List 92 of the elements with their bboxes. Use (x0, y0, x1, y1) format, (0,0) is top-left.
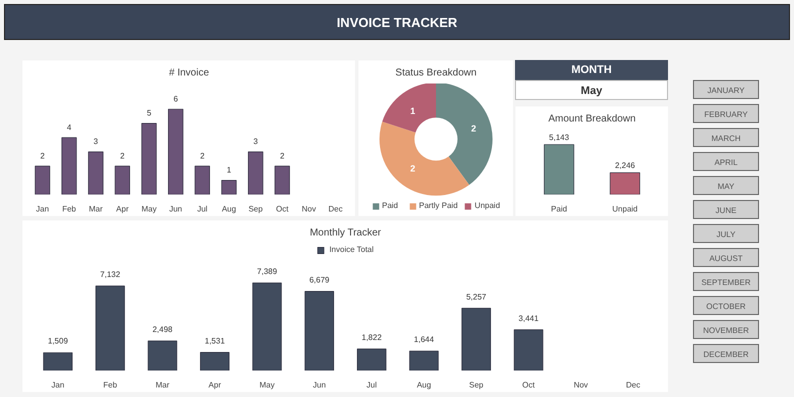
bar (221, 180, 237, 194)
x-tick-label: Jan (51, 380, 64, 390)
data-label: 2 (120, 151, 126, 160)
bar (248, 152, 264, 194)
bar (61, 137, 77, 194)
bar (141, 123, 157, 194)
x-tick-label: Sep (248, 204, 264, 214)
x-tick-label: May (141, 204, 157, 214)
text: DECEMBER (693, 344, 759, 363)
data-label: 3 (94, 137, 99, 146)
x-tick-label: Sep (469, 380, 484, 390)
text: MAY (693, 176, 759, 195)
text: SEPTEMBER (693, 272, 759, 291)
data-label: 7,132 (100, 270, 121, 280)
x-tick-label: Nov (574, 380, 588, 390)
x-tick-label: May (260, 380, 275, 390)
data-label: 3,441 (518, 314, 540, 323)
x-tick-label: Unpaid (612, 204, 638, 214)
x-tick-label: Aug (416, 380, 432, 390)
chart-title: # Invoice (168, 68, 210, 78)
x-tick-label: Jun (169, 204, 182, 214)
data-label: 1 (226, 166, 232, 174)
data-label: 2 (200, 151, 206, 160)
x-tick-label: Oct (276, 204, 290, 214)
bar (200, 352, 230, 370)
chart-title: Status Breakdown (395, 68, 477, 78)
bar (148, 340, 178, 370)
text: AUGUST (693, 248, 759, 267)
data-label: 4 (66, 122, 72, 132)
data-label: 5,143 (549, 132, 570, 142)
text: OCTOBER (693, 296, 759, 315)
x-tick-label: Mar (88, 204, 103, 214)
x-tick-label: Feb (103, 380, 118, 390)
text: APRIL (693, 152, 759, 171)
bar (168, 108, 184, 194)
bar (88, 152, 104, 194)
data-label: 2 (40, 151, 46, 160)
data-label: 3 (253, 137, 258, 146)
text: MONTH (515, 60, 668, 80)
legend-label: Invoice Total (329, 245, 374, 254)
x-tick-label: Dec (626, 380, 640, 390)
bar (252, 282, 282, 370)
chart-title: Monthly Tracker (310, 228, 382, 238)
x-tick-label: Jan (36, 204, 49, 214)
bar (514, 329, 544, 370)
text: INVOICE TRACKER (4, 4, 790, 40)
text: MARCH (693, 128, 759, 147)
bar (274, 166, 290, 194)
data-label: 5,257 (466, 292, 487, 302)
x-tick-label: Dec (328, 204, 343, 214)
data-label: 1,509 (48, 336, 68, 346)
text: NOVEMBER (693, 320, 759, 339)
bar (43, 352, 73, 370)
x-tick-label: Apr (208, 380, 222, 390)
data-label: 1,644 (414, 335, 435, 344)
text: JUNE (693, 200, 759, 219)
x-tick-label: Aug (222, 204, 236, 214)
bar (409, 350, 439, 370)
bar (114, 166, 130, 194)
bar (95, 286, 125, 370)
x-tick-label: Jul (197, 204, 208, 214)
text: JANUARY (693, 80, 759, 99)
text: JULY (693, 224, 759, 243)
data-label: 2 (280, 151, 286, 160)
text: FEBRUARY (693, 104, 759, 123)
data-label: 2,246 (614, 161, 636, 170)
x-tick-label: Jun (312, 380, 326, 390)
x-tick-label: Nov (302, 204, 316, 214)
data-label: 7,389 (257, 267, 278, 276)
legend-label: Partly Paid (418, 201, 458, 210)
data-label: 1,531 (204, 336, 226, 346)
x-tick-label: Paid (551, 204, 568, 214)
bar (194, 166, 210, 194)
x-tick-label: Mar (156, 380, 170, 390)
data-label: 2,498 (152, 325, 174, 334)
data-label: 6,679 (309, 275, 330, 284)
bar (356, 348, 386, 370)
x-tick-label: Apr (116, 204, 129, 214)
data-label: 2 (410, 163, 416, 174)
data-label: 6 (173, 94, 178, 104)
bar (304, 291, 334, 370)
bar (462, 308, 491, 370)
bar (34, 166, 50, 194)
data-label: 1 (410, 106, 416, 116)
x-tick-label: Oct (522, 380, 536, 390)
x-tick-label: Feb (62, 204, 77, 214)
x-tick-label: Jul (366, 380, 377, 390)
chart-title: Amount Breakdown (548, 114, 636, 124)
data-label: 5 (146, 108, 152, 118)
data-label: 1,822 (362, 333, 382, 342)
text: May (515, 80, 668, 100)
data-label: 2 (471, 124, 476, 134)
